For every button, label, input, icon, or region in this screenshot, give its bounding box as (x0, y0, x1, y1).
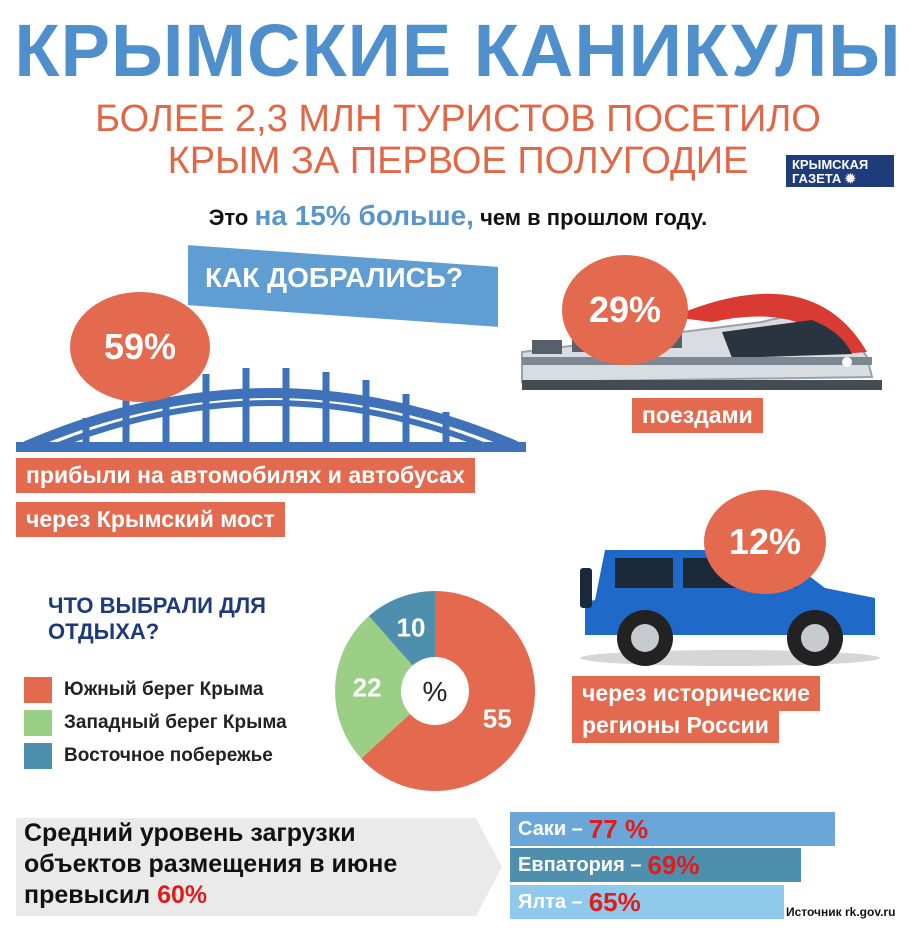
occupancy-line-2: объектов размещения в июне (24, 850, 398, 878)
legend-item-south: Южный берег Крыма (24, 676, 263, 704)
occupancy-text: Средний уровень загрузки объектов размещ… (24, 818, 484, 911)
legend-swatch (24, 743, 52, 769)
legend-item-west: Западный берег Крыма (24, 709, 287, 737)
transport-heading: КАК ДОБРАЛИСЬ? (205, 262, 464, 293)
train-percent-badge: 29% (562, 255, 688, 365)
subtitle-line-2: КРЫМ ЗА ПЕРВОЕ ПОЛУГОДИЕ (167, 140, 749, 182)
legend-label: Западный берег Крыма (64, 712, 287, 733)
source-note: Источник rk.gov.ru (786, 905, 896, 919)
legend-swatch (24, 677, 52, 703)
occupancy-arrow-box (16, 818, 502, 916)
bridge-percent-badge: 59% (70, 292, 210, 402)
chart-title: ЧТО ВЫБРАЛИ ДЛЯ ОТДЫХА? (48, 593, 266, 644)
car-label-1: через исторические (572, 676, 821, 711)
occupancy-city: Саки – (518, 817, 583, 840)
pie-label-south: 55 (483, 703, 512, 733)
subtitle: БОЛЕЕ 2,3 МЛН ТУРИСТОВ ПОСЕТИЛО КРЫМ ЗА … (0, 98, 916, 182)
occupancy-line-1: Средний уровень загрузки (24, 819, 356, 847)
bridge-label-1: прибыли на автомобилях и автобусах (16, 458, 475, 493)
logo-line-1: КРЫМСКАЯ (792, 157, 869, 172)
occupancy-city: Ялта – (518, 890, 583, 913)
logo-line-2: ГАЗЕТА ✹ (792, 171, 856, 186)
main-title: КРЫМСКИЕ КАНИКУЛЫ (14, 9, 902, 92)
bridge-label-2: через Крымский мост (16, 502, 285, 537)
pie-center-hole (401, 657, 469, 725)
occupancy-threshold: 60% (157, 881, 208, 909)
car-label-2: регионы России (572, 708, 779, 743)
car-percent-badge: 12% (704, 490, 826, 594)
bridge-illustration (16, 368, 526, 452)
occupancy-bar: Саки – 77 % (510, 812, 835, 846)
occupancy-city: Евпатория – (518, 853, 642, 876)
intro-pre: Это (208, 205, 255, 230)
legend-item-east: Восточное побережье (24, 742, 273, 770)
newspaper-logo: КРЫМСКАЯ ГАЗЕТА ✹ (786, 155, 894, 187)
pie-slice-west (335, 615, 435, 759)
intro-highlight: на 15% больше, (254, 200, 474, 231)
occupancy-line-3: превысил 60% (24, 881, 208, 909)
legend-swatch (24, 710, 52, 736)
train-label: поездами (632, 398, 763, 433)
legend-label: Южный берег Крыма (64, 679, 264, 700)
occupancy-pct: 65% (588, 886, 641, 917)
pie-label-west: 22 (353, 672, 382, 702)
occupancy-bar: Евпатория – 69% (510, 848, 801, 882)
pie-chart: 55 22 10% (335, 591, 535, 791)
pie-center-label: % (423, 676, 448, 707)
intro-sentence: Это на 15% больше, чем в прошлом году. (0, 200, 916, 232)
occupancy-pct: 77 % (588, 813, 649, 844)
pie-label-east: 10 (397, 612, 426, 642)
occupancy-pct: 69% (647, 849, 700, 880)
intro-post: чем в прошлом году. (473, 205, 708, 230)
legend-label: Восточное побережье (64, 745, 273, 766)
occupancy-bar: Ялта – 65% (510, 885, 784, 919)
subtitle-line-1: БОЛЕЕ 2,3 МЛН ТУРИСТОВ ПОСЕТИЛО (95, 98, 821, 140)
